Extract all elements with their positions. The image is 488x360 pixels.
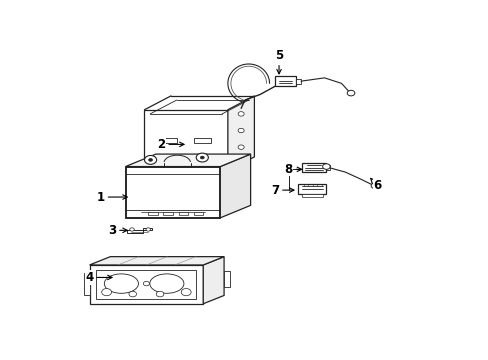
Polygon shape — [127, 228, 152, 233]
Circle shape — [346, 90, 354, 96]
Polygon shape — [326, 165, 329, 170]
Circle shape — [156, 291, 163, 297]
Polygon shape — [193, 212, 203, 215]
Polygon shape — [125, 154, 250, 167]
Polygon shape — [159, 138, 176, 143]
Ellipse shape — [149, 274, 183, 293]
Polygon shape — [297, 184, 326, 194]
Circle shape — [200, 156, 204, 159]
Text: 7: 7 — [271, 184, 293, 197]
Polygon shape — [89, 265, 203, 304]
Text: 8: 8 — [284, 163, 301, 176]
Polygon shape — [296, 79, 301, 84]
Text: 3: 3 — [108, 224, 127, 237]
Text: 6: 6 — [370, 179, 381, 193]
Circle shape — [129, 228, 134, 231]
Text: 2: 2 — [157, 138, 183, 151]
Polygon shape — [125, 167, 220, 218]
Ellipse shape — [104, 274, 138, 293]
Polygon shape — [227, 96, 254, 171]
Circle shape — [143, 282, 149, 286]
Circle shape — [238, 128, 244, 133]
Circle shape — [148, 158, 152, 161]
Circle shape — [238, 145, 244, 149]
Text: 4: 4 — [85, 271, 112, 284]
Circle shape — [102, 288, 111, 296]
Polygon shape — [205, 171, 220, 176]
Polygon shape — [224, 270, 229, 287]
Polygon shape — [144, 110, 227, 171]
Circle shape — [370, 183, 378, 188]
Circle shape — [322, 164, 329, 169]
Polygon shape — [96, 270, 196, 299]
Polygon shape — [203, 257, 224, 304]
Circle shape — [144, 156, 156, 164]
Polygon shape — [89, 257, 224, 265]
Polygon shape — [148, 212, 158, 215]
Text: 1: 1 — [97, 190, 127, 203]
Circle shape — [181, 288, 191, 296]
Polygon shape — [178, 212, 188, 215]
Text: 5: 5 — [274, 49, 283, 74]
Circle shape — [238, 112, 244, 116]
Circle shape — [129, 291, 136, 297]
Polygon shape — [84, 273, 89, 296]
Polygon shape — [193, 138, 210, 143]
Polygon shape — [220, 154, 250, 218]
Polygon shape — [301, 163, 326, 172]
Polygon shape — [301, 194, 322, 197]
Polygon shape — [152, 171, 167, 176]
Circle shape — [146, 228, 150, 231]
Circle shape — [196, 153, 208, 162]
Polygon shape — [163, 212, 173, 215]
Polygon shape — [275, 76, 296, 86]
